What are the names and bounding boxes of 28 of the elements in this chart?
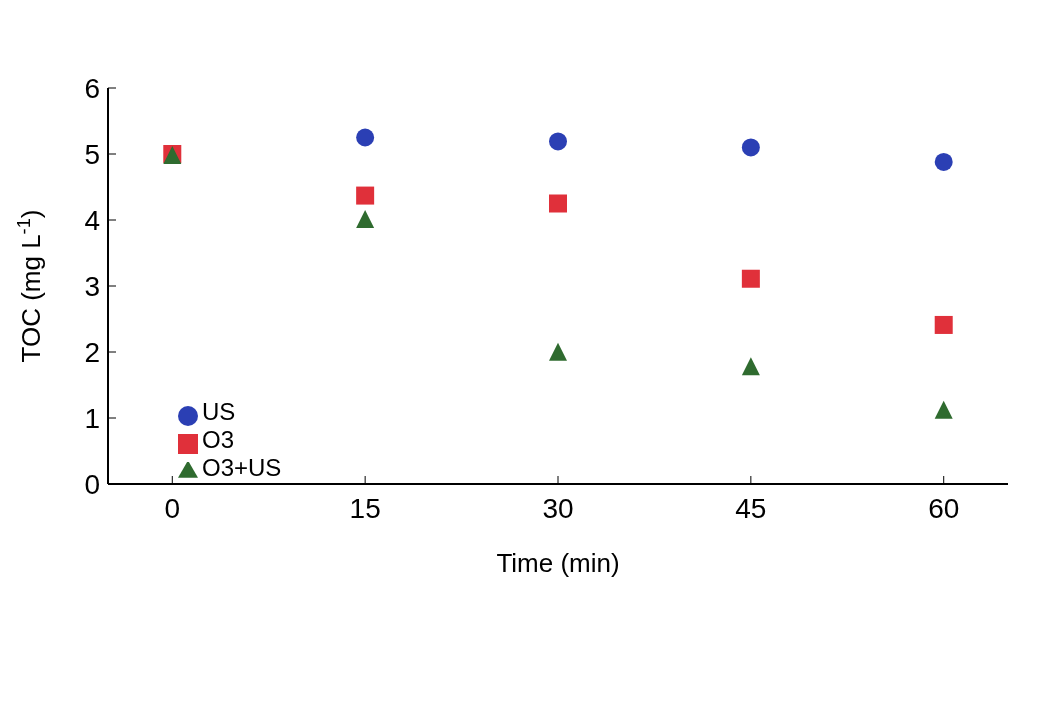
x-axis-title: Time (min)	[496, 548, 620, 578]
y-tick-label: 5	[84, 138, 100, 170]
y-tick-label: 0	[84, 468, 100, 500]
point	[741, 269, 760, 288]
legend-label: O3+US	[202, 454, 282, 481]
point	[934, 400, 953, 419]
x-tick-label: 30	[542, 492, 574, 524]
point	[549, 194, 567, 213]
point	[741, 357, 760, 376]
y-tick-label: 1	[84, 402, 100, 434]
y-tick-label: 2	[84, 336, 100, 368]
point	[356, 186, 375, 205]
y-tick-label: 4	[84, 204, 100, 236]
x-tick-label: 45	[735, 492, 767, 524]
point	[741, 138, 760, 157]
x-tick-label: 0	[164, 492, 181, 524]
point	[934, 152, 953, 171]
point	[356, 128, 375, 147]
legend-label: US	[202, 398, 236, 425]
x-tick-label: 60	[928, 492, 960, 524]
point	[549, 132, 567, 151]
y-tick-label: 3	[84, 270, 100, 302]
legend-label: O3	[202, 426, 235, 453]
x-tick-label: 15	[349, 492, 381, 524]
y-tick-label: 6	[84, 72, 100, 104]
point	[934, 315, 953, 334]
point	[356, 210, 375, 228]
point	[549, 342, 567, 361]
